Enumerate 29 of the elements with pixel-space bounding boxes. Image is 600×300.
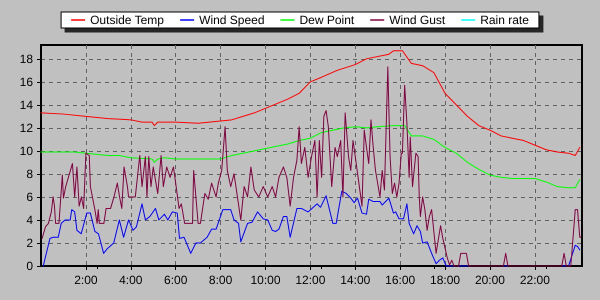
legend-label: Wind Gust [389,13,446,27]
x-tick-label: 20:00 [474,273,506,287]
x-tick-label: 4:00 [119,273,143,287]
legend-label: Rain rate [480,13,530,27]
x-tick-label: 16:00 [385,273,416,287]
x-tick-label: 22:00 [520,273,550,287]
y-tick-label: 14 [20,98,34,112]
y-tick-label: 2 [26,236,34,250]
line-series [40,50,580,156]
y-tick-label: 12 [20,120,34,135]
y-tick-label: 16 [20,74,34,89]
x-tick-label: 2:00 [74,273,98,287]
legend-label: Wind Speed [199,13,265,27]
x-tick-label: 10:00 [250,273,281,287]
x-tick-label: 6:00 [164,273,188,287]
y-tick-label: 0 [26,259,34,273]
legend-label: Dew Point [300,13,355,27]
y-tick-label: 10 [20,144,34,158]
x-tick-label: 8:00 [208,273,233,287]
y-tick-label: 8 [26,166,34,181]
x-tick-label: 12:00 [295,273,326,287]
y-tick-label: 18 [20,52,34,66]
line-series [42,190,580,266]
x-tick-label: 18:00 [430,273,460,287]
y-tick-label: 6 [26,190,34,204]
y-tick-label: 4 [26,212,34,227]
x-tick-label: 14:00 [340,273,371,287]
legend-label: Outside Temp [90,13,164,27]
line-series [40,125,580,188]
